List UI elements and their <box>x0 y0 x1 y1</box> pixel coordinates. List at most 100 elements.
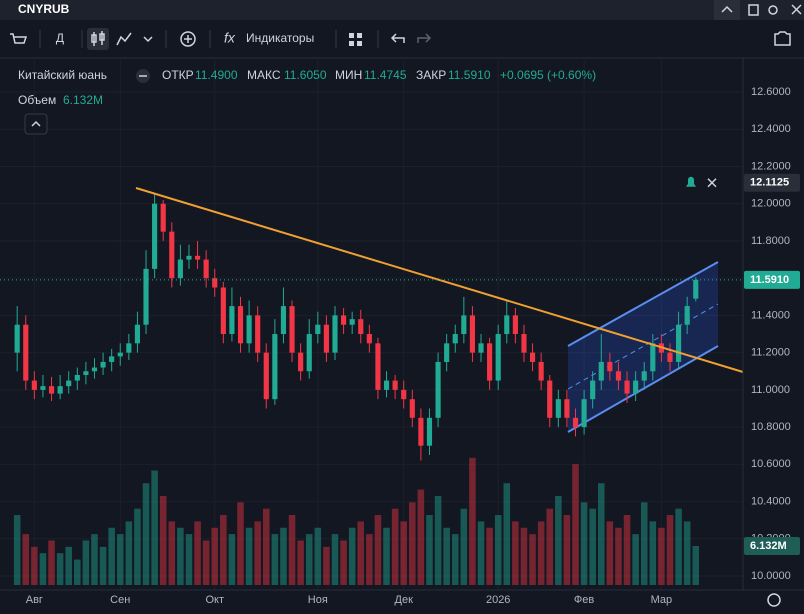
candle-body <box>57 386 63 394</box>
add-icon[interactable] <box>180 31 196 47</box>
candle-body <box>109 356 115 362</box>
volume-bar <box>74 559 81 585</box>
volume-bar <box>666 515 674 585</box>
volume-bar <box>537 521 545 585</box>
layout-icon[interactable] <box>349 33 362 46</box>
candle-body <box>676 324 682 362</box>
candle-body <box>401 389 407 400</box>
volume-bar <box>31 546 38 585</box>
cart-icon[interactable] <box>10 33 28 44</box>
candle-body <box>521 334 527 353</box>
volume-bar <box>366 534 373 585</box>
channel-bottom[interactable] <box>567 345 719 433</box>
volume-bar <box>683 521 691 585</box>
y-tick-label: 11.0000 <box>751 384 790 396</box>
volume-bar <box>460 508 468 585</box>
settings-icon[interactable] <box>768 5 778 15</box>
interval[interactable]: Д <box>56 31 64 45</box>
y-tick-label: 10.6000 <box>751 458 791 470</box>
low-label: МИН <box>335 68 362 82</box>
trend-line[interactable] <box>135 187 744 373</box>
candle-body <box>23 324 29 381</box>
candle-body <box>31 380 37 390</box>
indicators-button[interactable]: Индикаторы <box>246 31 314 45</box>
candle-body <box>48 386 55 394</box>
volume-bar <box>99 546 107 585</box>
symbol-title: Китайский юань <box>18 68 107 82</box>
volume-bar <box>374 515 382 585</box>
volume-bar <box>108 527 115 585</box>
axis-settings-icon[interactable] <box>767 593 781 607</box>
x-tick-label: 2026 <box>486 594 510 606</box>
candle-body <box>332 315 338 353</box>
volume-bar <box>56 553 64 585</box>
symbol[interactable]: CNYRUB <box>18 2 70 16</box>
volume-bar <box>22 534 30 585</box>
candle-body <box>323 324 329 353</box>
collapse-button[interactable] <box>714 0 740 20</box>
candle-body <box>177 259 183 279</box>
candle-body <box>435 361 441 418</box>
candle-body <box>229 306 235 335</box>
alert-bell[interactable] <box>686 176 696 187</box>
volume-bar <box>443 527 450 585</box>
redo-icon[interactable] <box>417 33 432 43</box>
volume-bar <box>658 527 665 585</box>
y-tick-label: 12.2000 <box>751 160 791 172</box>
window-icon[interactable] <box>748 4 759 16</box>
alert-remove[interactable] <box>707 178 717 188</box>
collapse-icon[interactable] <box>721 5 733 13</box>
x-tick-label: Ноя <box>308 594 328 606</box>
volume-bar <box>469 457 476 585</box>
channel-top[interactable] <box>567 261 719 347</box>
candle-body <box>375 343 381 390</box>
fx-icon[interactable]: fx <box>224 30 236 46</box>
volume-bar <box>451 534 459 585</box>
candle-body <box>134 324 141 344</box>
candle-body <box>315 324 321 335</box>
candle-body <box>237 306 244 344</box>
candle-body <box>607 361 613 372</box>
line-icon[interactable] <box>116 32 132 46</box>
volume-bar <box>237 502 244 585</box>
candle-body <box>667 352 673 362</box>
volume-bar <box>512 521 519 585</box>
undo-icon[interactable] <box>390 33 405 43</box>
close-label: ЗАКР <box>416 68 446 82</box>
chevron-icon[interactable] <box>143 36 153 43</box>
candle-body <box>383 380 390 390</box>
candles-icon[interactable] <box>91 31 105 46</box>
volume-bar <box>477 521 485 585</box>
candle-body <box>280 306 287 335</box>
y-tick-label: 11.8000 <box>751 235 790 247</box>
close-icon[interactable] <box>791 4 802 15</box>
volume-bar <box>314 527 322 585</box>
volume-bar <box>134 508 141 585</box>
legend-toggle[interactable] <box>24 113 48 135</box>
volume-bar <box>340 540 347 585</box>
volume-bar <box>82 540 90 585</box>
volume-bar <box>391 508 399 585</box>
candles <box>14 194 699 461</box>
add-plus[interactable] <box>184 35 192 43</box>
candle-body <box>684 306 690 325</box>
volume-bar <box>297 540 304 585</box>
candle-body <box>487 343 493 381</box>
legend-toggle-icon[interactable] <box>31 120 41 127</box>
candle-body <box>650 343 656 372</box>
volume-bar <box>692 546 700 585</box>
chart-type-button[interactable] <box>87 28 109 50</box>
volume-bar <box>417 489 425 585</box>
candle-body <box>366 334 372 344</box>
volume-bar <box>615 527 622 585</box>
volume-bar <box>168 521 176 585</box>
camera-icon[interactable] <box>774 31 791 46</box>
candle-body <box>461 315 467 335</box>
volume-bar <box>640 502 648 585</box>
volume-title: Объем <box>18 93 56 107</box>
x-tick-label: Сен <box>110 594 130 606</box>
volume-bar <box>220 515 227 585</box>
volume-bar <box>39 553 47 585</box>
volume-bar <box>331 534 339 585</box>
